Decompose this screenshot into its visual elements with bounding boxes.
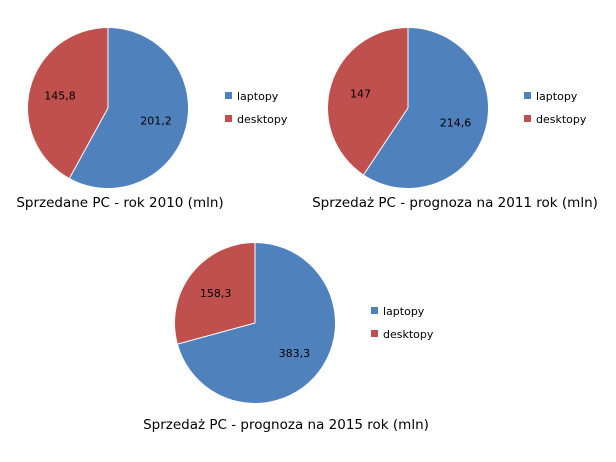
legend-swatch-desktopy (225, 115, 232, 122)
legend-swatch-laptopy (371, 307, 378, 314)
data-label-desktopy: 147 (350, 88, 371, 101)
legend-swatch-desktopy (371, 330, 378, 337)
pie-chart-1: 201,2 145,8 laptopy desktopy Sprzedane PC - … (16, 27, 288, 211)
legend-label-desktopy: desktopy (536, 113, 587, 126)
slice-separator (177, 322, 256, 345)
chart-title: Sprzedaż PC - prognoza na 2011 rok (mln) (312, 195, 598, 211)
pie-slice-laptopy (177, 242, 336, 403)
legend-label-laptopy: laptopy (237, 90, 279, 103)
legend-label-desktopy: desktopy (383, 328, 434, 341)
chart-title: Sprzedane PC - rok 2010 (mln) (16, 195, 223, 211)
pie-chart-2: 214,6 147 laptopy desktopy Sprzedaż PC - pro… (312, 27, 598, 211)
data-label-laptopy: 214,6 (440, 116, 472, 129)
slice-separator (363, 107, 409, 175)
pie-slice-desktopy (175, 243, 255, 344)
legend-label-laptopy: laptopy (383, 305, 425, 318)
legend-swatch-laptopy (524, 92, 531, 99)
legend-label-desktopy: desktopy (237, 113, 288, 126)
legend-swatch-desktopy (524, 115, 531, 122)
legend-label-laptopy: laptopy (536, 90, 578, 103)
data-label-laptopy: 383,3 (279, 347, 311, 360)
pie-slice-desktopy (27, 27, 109, 179)
slice-separator (69, 107, 109, 179)
chart-title: Sprzedaż PC - prognoza na 2015 rok (mln) (143, 417, 429, 433)
data-label-desktopy: 145,8 (44, 90, 76, 103)
data-label-desktopy: 158,3 (200, 287, 232, 300)
pie-slice-laptopy (69, 28, 188, 188)
legend-swatch-laptopy (225, 92, 232, 99)
pie-chart-3: 383,3 158,3 laptopy desktopy Sprzedaż PC - p… (143, 242, 434, 433)
pie-slice-laptopy (363, 27, 489, 189)
data-label-laptopy: 201,2 (140, 114, 172, 127)
